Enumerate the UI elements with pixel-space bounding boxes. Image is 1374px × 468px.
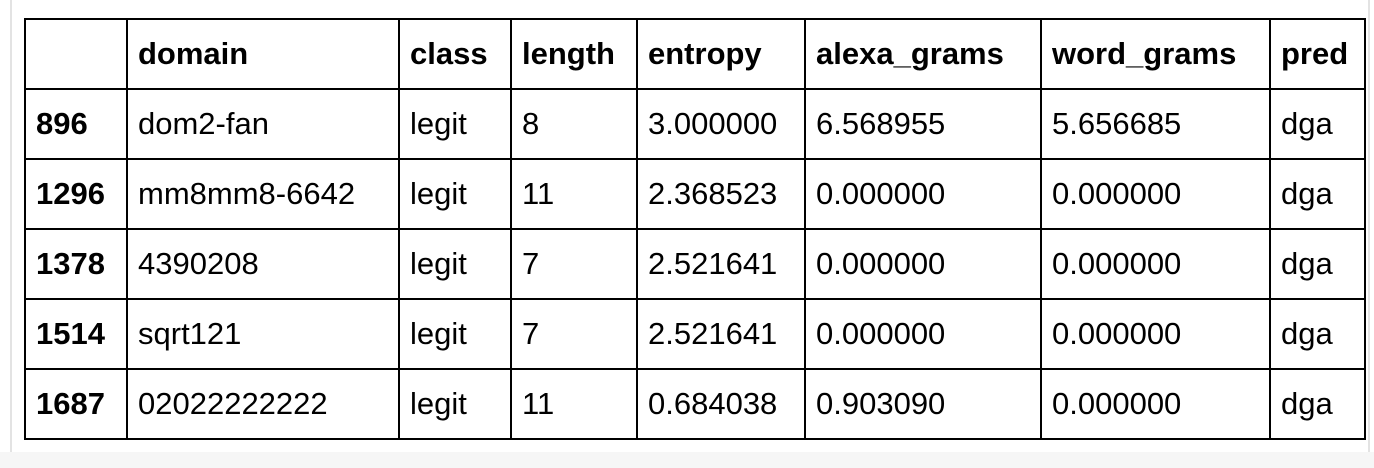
cell-bottom-band [0, 452, 1374, 468]
cell-class: legit [398, 88, 512, 160]
cell-word-grams: 0.000000 [1040, 298, 1271, 370]
header-entropy: entropy [636, 18, 806, 90]
cell-word-grams: 0.000000 [1040, 158, 1271, 230]
cell-domain: mm8mm8-6642 [126, 158, 400, 230]
cell-alexa-grams: 6.568955 [804, 88, 1042, 160]
cell-alexa-grams: 0.000000 [804, 158, 1042, 230]
cell-domain: 4390208 [126, 228, 400, 300]
row-index: 1514 [24, 298, 128, 370]
header-alexa-grams: alexa_grams [804, 18, 1042, 90]
cell-word-grams: 0.000000 [1040, 228, 1271, 300]
cell-class: legit [398, 158, 512, 230]
cell-pred: dga [1269, 228, 1366, 300]
header-index [24, 18, 128, 90]
cell-entropy: 0.684038 [636, 368, 806, 440]
row-index: 1687 [24, 368, 128, 440]
cell-class: legit [398, 368, 512, 440]
cell-pred: dga [1269, 368, 1366, 440]
cell-alexa-grams: 0.000000 [804, 228, 1042, 300]
cell-length: 7 [510, 298, 638, 370]
cell-alexa-grams: 0.000000 [804, 298, 1042, 370]
cell-class: legit [398, 298, 512, 370]
row-index: 896 [24, 88, 128, 160]
cell-length: 11 [510, 368, 638, 440]
cell-domain: sqrt121 [126, 298, 400, 370]
cell-domain: 02022222222 [126, 368, 400, 440]
cell-entropy: 2.521641 [636, 298, 806, 370]
cell-length: 7 [510, 228, 638, 300]
table-row: 1296 mm8mm8-6642 legit 11 2.368523 0.000… [24, 158, 1366, 230]
header-domain: domain [126, 18, 400, 90]
cell-entropy: 3.000000 [636, 88, 806, 160]
header-length: length [510, 18, 638, 90]
cell-domain: dom2-fan [126, 88, 400, 160]
table-row: 1687 02022222222 legit 11 0.684038 0.903… [24, 368, 1366, 440]
table-row: 896 dom2-fan legit 8 3.000000 6.568955 5… [24, 88, 1366, 160]
row-index: 1378 [24, 228, 128, 300]
cell-length: 11 [510, 158, 638, 230]
header-word-grams: word_grams [1040, 18, 1271, 90]
cell-pred: dga [1269, 298, 1366, 370]
table-row: 1378 4390208 legit 7 2.521641 0.000000 0… [24, 228, 1366, 300]
cell-alexa-grams: 0.903090 [804, 368, 1042, 440]
dataframe-table: domain class length entropy alexa_grams … [24, 18, 1366, 440]
header-pred: pred [1269, 18, 1366, 90]
cell-word-grams: 0.000000 [1040, 368, 1271, 440]
cell-class: legit [398, 228, 512, 300]
cell-length: 8 [510, 88, 638, 160]
header-row: domain class length entropy alexa_grams … [24, 18, 1366, 90]
row-index: 1296 [24, 158, 128, 230]
cell-entropy: 2.368523 [636, 158, 806, 230]
cell-entropy: 2.521641 [636, 228, 806, 300]
header-class: class [398, 18, 512, 90]
cell-word-grams: 5.656685 [1040, 88, 1271, 160]
table-row: 1514 sqrt121 legit 7 2.521641 0.000000 0… [24, 298, 1366, 370]
cell-pred: dga [1269, 158, 1366, 230]
cell-pred: dga [1269, 88, 1366, 160]
